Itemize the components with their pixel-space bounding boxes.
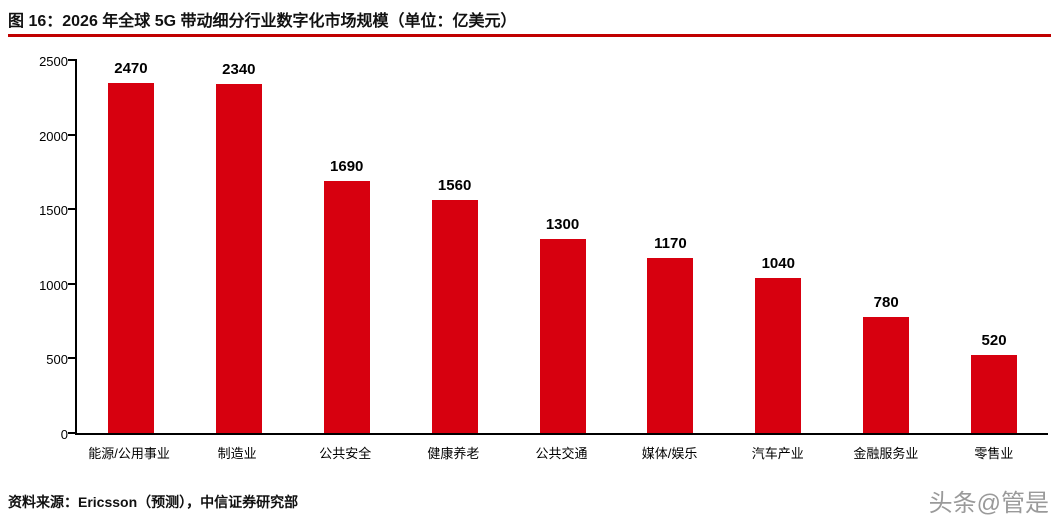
bar [863,316,910,433]
x-axis-label: 制造业 [217,446,257,461]
x-axis-label: 零售业 [974,446,1014,461]
figure-title: 图 16：2026 年全球 5G 带动细分行业数字化市场规模（单位：亿美元） [8,13,517,30]
title-divider-rule [8,34,1051,37]
watermark-text: 头条@管是 [928,490,1049,517]
y-axis-tick [68,59,77,61]
y-axis-tick-label: 2000 [39,128,68,144]
bar-group: 2470 [77,60,185,433]
y-axis-tick [68,282,77,285]
bar [755,277,802,433]
y-axis-tick-label: 1500 [39,203,68,219]
bar-value-label: 1690 [330,157,364,175]
bar-group: 780 [832,60,940,433]
bar-group: 1300 [509,60,617,433]
plot-area: 2470 2340 1690 1560 1300 1170 1040 780 520 [68,59,1048,435]
bar-series: 2470 2340 1690 1560 1300 1170 1040 780 520 [77,60,1048,433]
bar-value-label: 780 [873,293,899,311]
y-axis-tick-label: 500 [46,352,68,368]
bar [971,355,1018,433]
bar [539,239,586,433]
bar-value-label: 2470 [114,60,148,77]
x-axis-label: 能源/公用事业 [88,446,170,461]
x-axis-label: 汽车产业 [751,446,804,461]
y-axis-tick-label: 1000 [39,277,68,293]
bar-group: 1040 [724,60,832,433]
y-axis: 0 500 1000 1500 2000 2500 [8,54,68,442]
x-axis-label: 公共安全 [319,446,372,461]
bar-group: 1170 [616,60,724,433]
y-axis-tick [68,133,77,136]
y-axis-tick-label: 2500 [39,54,68,69]
bar [431,200,478,433]
bar-value-label: 1560 [437,177,472,195]
bar [215,83,262,433]
bar-value-label: 1300 [545,216,580,234]
bar-value-label: 1170 [654,235,687,253]
x-axis: 能源/公用事业 制造业 公共安全 健康养老 公共交通 媒体/娱乐 汽车产业 金融服务业 零售业 [75,443,1048,462]
bar-value-label: 520 [981,332,1007,350]
bar-group: 1560 [401,60,509,433]
x-axis-label: 金融服务业 [853,446,919,461]
x-axis-label: 媒体/娱乐 [641,446,698,461]
bar-value-label: 2340 [222,60,256,78]
y-axis-tick [68,208,77,211]
bar-group: 2340 [185,60,293,433]
y-axis-tick [68,432,77,434]
y-axis-tick-label: 0 [60,427,68,442]
bar [647,258,694,433]
bar [323,180,370,433]
bar-group: 1690 [293,60,401,433]
bar-group: 520 [940,60,1048,433]
x-axis-label: 公共交通 [535,446,588,461]
x-axis-label: 健康养老 [427,446,480,461]
source-note: 资料来源：Ericsson（预测），中信证券研究部 [8,494,299,510]
bar-value-label: 1040 [761,254,795,272]
y-axis-tick [68,357,77,360]
bar [107,83,154,433]
